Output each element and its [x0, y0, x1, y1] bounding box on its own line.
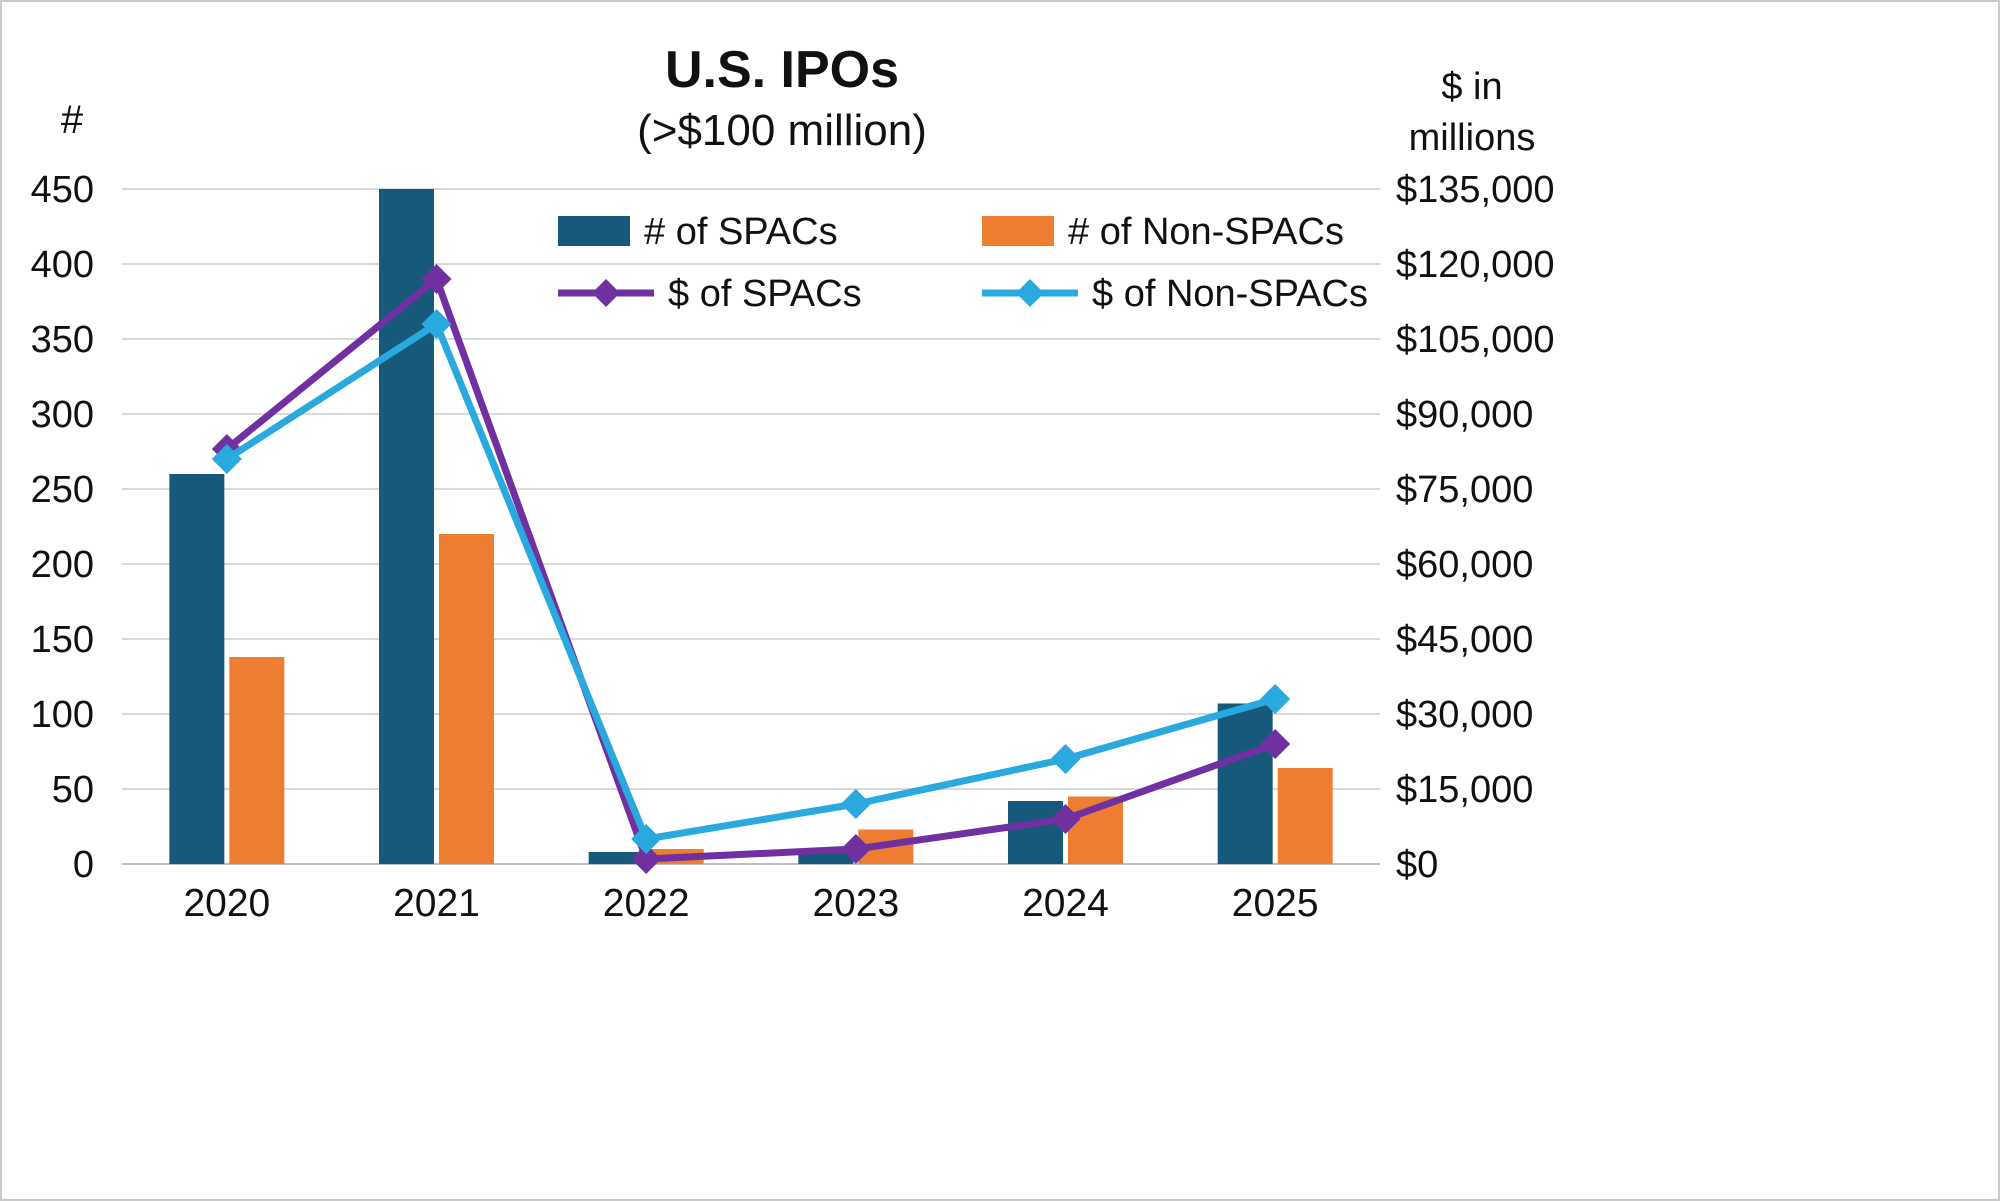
left-axis-tick-label: 150 — [31, 619, 94, 661]
left-axis-tick-label: 50 — [52, 769, 94, 811]
nonspac-count-bar — [229, 657, 285, 864]
legend-label: # of SPACs — [644, 211, 838, 253]
right-axis-tick-label: $105,000 — [1396, 319, 1555, 361]
spac-count-bar — [1217, 703, 1273, 864]
legend-bar-swatch — [558, 216, 630, 246]
right-axis-tick-label: $75,000 — [1396, 469, 1533, 511]
x-axis-tick-label: 2021 — [393, 882, 480, 925]
right-axis-unit-label: $ in millions — [1408, 66, 1536, 160]
x-axis-tick-label: 2023 — [812, 882, 899, 925]
right-axis-tick-label: $90,000 — [1396, 394, 1533, 436]
nonspac-dollar-marker — [631, 824, 662, 854]
right-axis-tick-label: $60,000 — [1396, 544, 1533, 586]
nonspac-dollar-marker — [421, 309, 452, 339]
legend-label: $ of SPACs — [668, 273, 862, 315]
spac-count-bar — [1008, 801, 1063, 864]
legend-label: $ of Non-SPACs — [1092, 273, 1368, 315]
right-axis-tick-label: $30,000 — [1396, 694, 1533, 736]
right-axis-tick-label: $135,000 — [1396, 169, 1555, 211]
left-axis-tick-label: 400 — [31, 244, 94, 286]
nonspac-dollar-marker — [211, 444, 242, 474]
spac-dollar-line — [223, 275, 1279, 863]
chart-title: U.S. IPOs — [664, 41, 900, 99]
left-axis-tick-label: 350 — [31, 319, 94, 361]
nonspac-dollar-marker — [840, 789, 871, 819]
left-axis-tick-label: 100 — [31, 694, 94, 736]
nonspac-count-bar — [439, 534, 494, 864]
left-axis-tick-label: 0 — [73, 844, 94, 886]
nonspac-dollar-line — [223, 320, 1279, 843]
spac-dollar-marker — [1050, 804, 1081, 834]
spac-dollar-marker — [421, 264, 452, 294]
left-axis-tick-label: 450 — [31, 169, 94, 211]
right-axis-tick-label: $45,000 — [1396, 619, 1533, 661]
x-axis-tick-label: 2025 — [1232, 882, 1319, 925]
right-axis-tick-label: $15,000 — [1396, 769, 1533, 811]
legend-line-marker — [1016, 279, 1044, 307]
left-axis-unit-label: # — [60, 98, 84, 142]
spac-dollar-marker — [631, 844, 662, 874]
spac-count-bar — [588, 852, 644, 864]
nonspac-dollar-marker — [1260, 684, 1291, 714]
spac-dollar-marker — [1260, 729, 1291, 759]
legend-item — [558, 279, 654, 307]
x-axis-tick-label: 2022 — [603, 882, 690, 925]
right-axis-tick-label: $120,000 — [1396, 244, 1555, 286]
nonspac-count-bar — [1277, 768, 1333, 864]
legend-item — [558, 216, 630, 246]
x-axis-tick-label: 2024 — [1022, 882, 1109, 925]
left-axis-tick-label: 250 — [31, 469, 94, 511]
legend-bar-swatch — [982, 216, 1054, 246]
chart-subtitle: (>$100 million) — [637, 106, 927, 155]
legend-item — [982, 216, 1054, 246]
x-axis-tick-label: 2020 — [183, 882, 270, 925]
right-axis-tick-label: $0 — [1396, 844, 1438, 886]
left-axis-tick-label: 300 — [31, 394, 94, 436]
spac-dollar-marker — [840, 834, 871, 864]
legend-item — [982, 279, 1078, 307]
legend-line-marker — [592, 279, 620, 307]
legend-label: # of Non-SPACs — [1068, 211, 1344, 253]
spac-count-bar — [169, 474, 225, 864]
left-axis-tick-label: 200 — [31, 544, 94, 586]
nonspac-dollar-marker — [1050, 744, 1081, 774]
